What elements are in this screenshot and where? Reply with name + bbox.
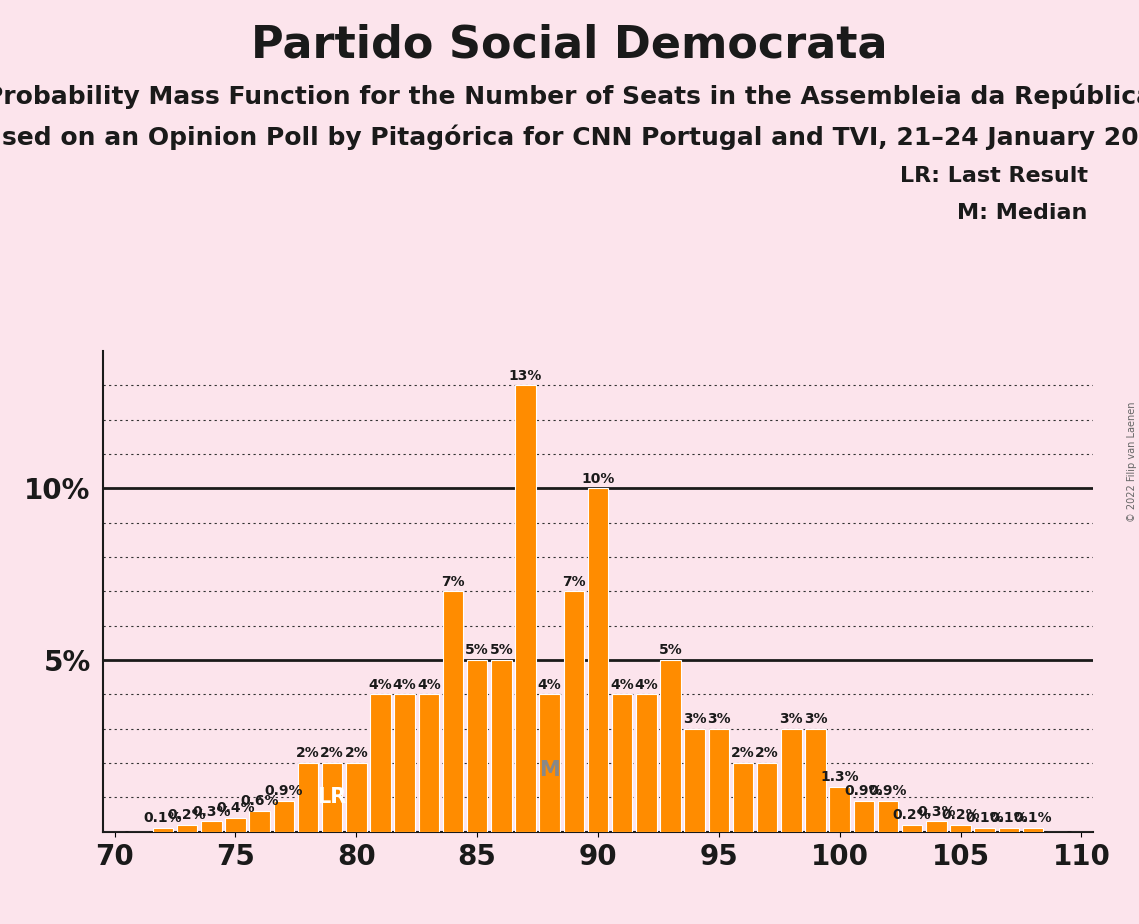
Bar [491, 660, 511, 832]
Bar [685, 729, 705, 832]
Bar [515, 385, 535, 832]
Bar [249, 811, 270, 832]
Text: 3%: 3% [779, 711, 803, 726]
Bar [829, 787, 850, 832]
Bar [467, 660, 487, 832]
Bar [1023, 828, 1043, 832]
Text: 7%: 7% [562, 575, 585, 589]
Bar [805, 729, 826, 832]
Bar [732, 763, 753, 832]
Bar [781, 729, 802, 832]
Text: 0.1%: 0.1% [966, 811, 1003, 825]
Text: 0.4%: 0.4% [216, 801, 255, 815]
Bar [540, 694, 560, 832]
Bar [200, 821, 222, 832]
Text: © 2022 Filip van Laenen: © 2022 Filip van Laenen [1126, 402, 1137, 522]
Text: 0.2%: 0.2% [893, 808, 932, 822]
Text: 2%: 2% [755, 747, 779, 760]
Bar [612, 694, 632, 832]
Text: 2%: 2% [320, 747, 344, 760]
Bar [322, 763, 343, 832]
Text: 0.9%: 0.9% [869, 784, 908, 798]
Bar [853, 801, 874, 832]
Bar [588, 489, 608, 832]
Text: 13%: 13% [509, 369, 542, 383]
Text: LR: LR [318, 787, 346, 808]
Text: 5%: 5% [658, 643, 682, 657]
Bar [564, 591, 584, 832]
Text: 4%: 4% [538, 677, 562, 691]
Text: 3%: 3% [804, 711, 827, 726]
Bar [636, 694, 656, 832]
Text: 7%: 7% [441, 575, 465, 589]
Text: 4%: 4% [611, 677, 634, 691]
Text: 10%: 10% [581, 471, 615, 486]
Bar [878, 801, 899, 832]
Bar [418, 694, 439, 832]
Bar [297, 763, 318, 832]
Text: M: M [539, 760, 560, 780]
Text: 0.1%: 0.1% [990, 811, 1029, 825]
Text: 0.2%: 0.2% [167, 808, 206, 822]
Text: Based on an Opinion Poll by Pitagórica for CNN Portugal and TVI, 21–24 January 2: Based on an Opinion Poll by Pitagórica f… [0, 125, 1139, 151]
Text: 4%: 4% [369, 677, 392, 691]
Bar [757, 763, 778, 832]
Bar [902, 825, 923, 832]
Text: 2%: 2% [731, 747, 755, 760]
Text: LR: Last Result: LR: Last Result [900, 166, 1088, 187]
Text: 0.1%: 0.1% [144, 811, 182, 825]
Bar [370, 694, 391, 832]
Text: 3%: 3% [683, 711, 706, 726]
Bar [661, 660, 681, 832]
Text: 0.9%: 0.9% [264, 784, 303, 798]
Text: 0.6%: 0.6% [240, 795, 279, 808]
Bar [226, 818, 246, 832]
Text: 1.3%: 1.3% [820, 771, 859, 784]
Bar [153, 828, 173, 832]
Text: Partido Social Democrata: Partido Social Democrata [252, 23, 887, 67]
Bar [273, 801, 294, 832]
Text: 4%: 4% [634, 677, 658, 691]
Bar [443, 591, 464, 832]
Text: Probability Mass Function for the Number of Seats in the Assembleia da República: Probability Mass Function for the Number… [0, 83, 1139, 109]
Text: 4%: 4% [417, 677, 441, 691]
Text: 5%: 5% [490, 643, 514, 657]
Text: 0.9%: 0.9% [845, 784, 883, 798]
Text: 0.1%: 0.1% [1014, 811, 1052, 825]
Text: 3%: 3% [707, 711, 730, 726]
Text: 5%: 5% [465, 643, 489, 657]
Text: 2%: 2% [296, 747, 320, 760]
Bar [926, 821, 947, 832]
Bar [999, 828, 1019, 832]
Text: M: Median: M: Median [958, 203, 1088, 224]
Bar [346, 763, 367, 832]
Text: 0.2%: 0.2% [941, 808, 980, 822]
Bar [394, 694, 415, 832]
Bar [708, 729, 729, 832]
Text: 0.3%: 0.3% [917, 805, 956, 819]
Bar [974, 828, 995, 832]
Text: 0.3%: 0.3% [192, 805, 230, 819]
Bar [950, 825, 970, 832]
Text: 4%: 4% [393, 677, 417, 691]
Bar [177, 825, 197, 832]
Text: 2%: 2% [344, 747, 368, 760]
